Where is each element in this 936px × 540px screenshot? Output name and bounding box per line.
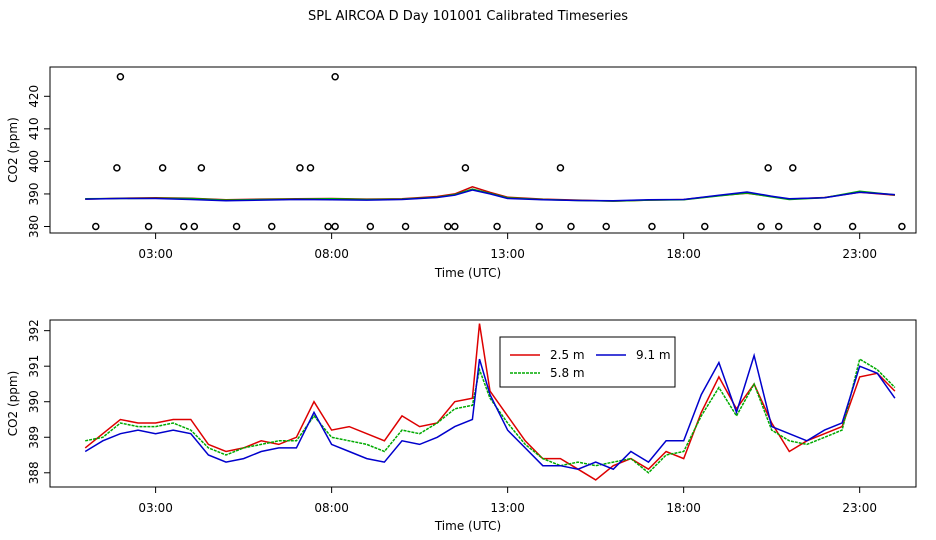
x-tick-label: 08:00 — [314, 247, 349, 261]
outlier-marker — [180, 222, 188, 231]
x-tick-label: 13:00 — [490, 501, 525, 515]
y-axis-label: CO2 (ppm) — [6, 371, 20, 437]
x-tick-label: 03:00 — [138, 501, 173, 515]
outlier-marker — [113, 164, 121, 172]
x-tick-label: 23:00 — [842, 247, 877, 261]
outlier-marker — [401, 222, 410, 231]
x-tick-label: 03:00 — [138, 247, 173, 261]
y-tick-label: 420 — [27, 85, 41, 108]
y-tick-label: 390 — [27, 182, 41, 205]
outlier-marker — [268, 222, 276, 231]
y-tick-label: 380 — [27, 215, 41, 238]
outlier-marker — [92, 222, 100, 231]
outlier-marker — [567, 222, 575, 231]
outlier-marker — [324, 222, 332, 231]
outlier-marker — [197, 164, 206, 172]
legend-label: 9.1 m — [636, 348, 671, 362]
chart-panel-1: 03:00 08:00 13:00 18:00 23:00 380 390 400 410 420… — [6, 66, 917, 280]
legend-label: 5.8 m — [550, 366, 585, 380]
chart-title: SPL AIRCOA D Day 101001 Calibrated Times… — [307, 9, 628, 24]
outlier-marker — [331, 222, 339, 231]
outlier-marker — [648, 222, 656, 231]
y-tick-label: 392 — [27, 319, 41, 342]
series-line-2 — [85, 357, 896, 474]
x-tick-label: 18:00 — [666, 247, 701, 261]
outlier-marker — [296, 164, 304, 172]
outlier-marker — [556, 164, 565, 172]
outlier-marker — [331, 73, 339, 81]
x-tick-label: 08:00 — [314, 501, 349, 515]
series-line-2 — [85, 188, 895, 202]
outlier-marker — [813, 222, 822, 231]
legend: 2.5 m 5.8 m 9.1 m — [499, 336, 676, 388]
outlier-marker — [602, 222, 610, 231]
outlier-marker — [190, 222, 199, 231]
outlier-marker — [757, 222, 765, 231]
chart-panel-2: 03:00 08:00 13:00 18:00 23:00 388 389 390 391 392… — [6, 319, 917, 533]
x-axis-label: Time (UTC) — [434, 266, 501, 280]
legend-label: 2.5 m — [550, 348, 585, 362]
outlier-marker — [461, 164, 470, 172]
y-axis-label: CO2 (ppm) — [6, 117, 20, 183]
outlier-marker — [366, 222, 375, 231]
outlier-marker — [774, 222, 783, 231]
legend-box — [499, 336, 676, 388]
x-tick-label: 13:00 — [490, 247, 525, 261]
y-tick-label: 389 — [27, 426, 41, 449]
outlier-marker — [232, 222, 241, 231]
series-line-3 — [85, 189, 895, 202]
y-tick-label: 390 — [27, 390, 41, 413]
outlier-marker — [764, 164, 772, 172]
y-tick-label: 388 — [27, 461, 41, 484]
outlier-marker — [848, 222, 857, 231]
outlier-marker — [451, 222, 459, 231]
outlier-marker — [158, 164, 167, 172]
y-tick-label: 400 — [27, 150, 41, 173]
series-line-3 — [84, 352, 896, 471]
plot-frame — [49, 66, 917, 234]
outlier-marker — [898, 222, 906, 231]
x-axis-label: Time (UTC) — [434, 519, 501, 533]
outlier-marker — [701, 222, 709, 231]
outlier-marker — [535, 222, 544, 231]
outlier-marker — [144, 222, 153, 231]
outlier-marker — [789, 164, 797, 172]
series-line-1 — [84, 323, 896, 481]
y-tick-label: 391 — [27, 355, 41, 378]
outlier-marker — [116, 73, 125, 81]
y-tick-label: 410 — [27, 117, 41, 140]
outlier-marker — [306, 164, 315, 172]
plot-frame — [49, 319, 917, 488]
outlier-marker — [444, 222, 452, 231]
outlier-marker — [493, 222, 501, 231]
x-tick-label: 23:00 — [842, 501, 877, 515]
x-tick-label: 18:00 — [666, 501, 701, 515]
